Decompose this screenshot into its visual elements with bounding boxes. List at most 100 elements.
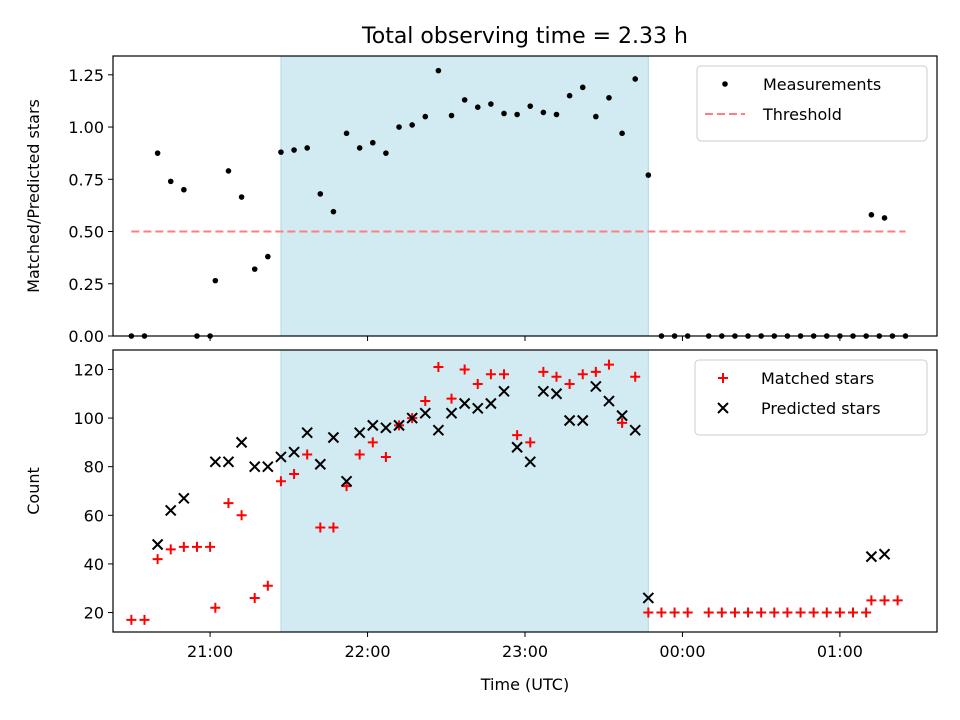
predicted-star-point — [288, 446, 300, 458]
predicted-star-point — [327, 431, 340, 444]
x-tick-label: 01:00 — [817, 642, 863, 661]
matched-star-point — [328, 522, 339, 533]
predicted-star-point — [865, 550, 878, 563]
measurement-point — [154, 150, 161, 156]
matched-star-point — [420, 396, 431, 407]
matched-star-point — [756, 607, 767, 618]
measurement-point — [225, 168, 232, 174]
measurement-point — [251, 266, 258, 272]
measurement-point — [501, 110, 507, 117]
measurement-point — [409, 122, 415, 128]
matched-star-point — [191, 541, 202, 552]
top-panel-measurements-ratio: 0.00 0.25 0.50 0.75 1.00 1.25 Matched/Predicte… — [24, 55, 938, 346]
matched-star-point — [821, 607, 832, 618]
matched-star-point — [795, 607, 806, 618]
matched-star-point — [341, 481, 352, 492]
matched-star-point — [769, 607, 780, 618]
matched-star-point — [354, 449, 365, 460]
matched-star-point — [525, 437, 536, 448]
predicted-star-point — [629, 424, 641, 436]
predicted-star-point — [537, 385, 550, 398]
matched-star-point — [165, 544, 176, 555]
series-predicted-stars — [151, 380, 891, 604]
matched-star-point — [472, 379, 483, 390]
predicted-star-point — [563, 414, 576, 427]
measurement-point — [343, 130, 350, 137]
legend-measurement-swatch — [722, 81, 728, 87]
y-tick-label: 1.00 — [68, 118, 104, 137]
measurement-point — [579, 84, 586, 91]
measurement-point — [474, 104, 481, 110]
measurement-point — [291, 147, 297, 153]
predicted-star-point — [209, 456, 222, 468]
y-axis-label: Matched/Predicted stars — [24, 99, 43, 293]
predicted-star-point — [642, 592, 655, 604]
matched-star-point — [289, 468, 300, 479]
measurement-point — [383, 150, 389, 156]
predicted-star-point — [498, 385, 510, 398]
predicted-star-point — [577, 414, 589, 427]
legend-label: Measurements — [763, 75, 881, 94]
measurement-point — [868, 212, 875, 218]
series-matched-stars — [126, 359, 903, 625]
matched-star-point — [834, 607, 845, 618]
matched-star-point — [538, 366, 549, 377]
predicted-star-point — [301, 426, 313, 439]
matched-star-point — [743, 607, 754, 618]
matched-star-point — [590, 366, 601, 377]
predicted-star-point — [353, 426, 366, 439]
legend-label: Predicted stars — [761, 399, 881, 418]
matched-star-point — [512, 430, 523, 441]
matched-star-point — [782, 607, 793, 618]
legend-predicted-swatch — [717, 402, 729, 414]
matched-star-point — [716, 607, 727, 618]
measurement-point — [278, 149, 284, 155]
predicted-star-point — [393, 419, 405, 432]
predicted-star-point — [314, 458, 327, 470]
measurement-point — [396, 124, 402, 130]
matched-star-point — [848, 607, 859, 618]
x-tick-label: 22:00 — [344, 642, 390, 661]
matched-star-point — [223, 498, 234, 509]
y-tick-label: 60 — [84, 506, 104, 525]
measurement-point — [514, 111, 520, 118]
measurement-point — [606, 94, 612, 101]
x-tick-label: 23:00 — [502, 642, 548, 661]
measurement-point — [488, 101, 494, 107]
predicted-star-point — [380, 422, 392, 434]
predicted-star-point — [524, 456, 536, 468]
measurement-point — [645, 172, 652, 178]
matched-star-point — [861, 607, 872, 618]
matched-star-point — [302, 449, 313, 460]
matched-star-point — [703, 607, 714, 618]
measurement-point — [317, 191, 324, 197]
y-tick-label: 0.25 — [68, 275, 104, 294]
matched-star-point — [315, 522, 326, 533]
matched-star-point — [682, 607, 693, 618]
legend-box — [694, 359, 928, 436]
matched-star-point — [617, 417, 628, 428]
matched-star-point — [210, 602, 221, 613]
predicted-star-point — [151, 538, 164, 551]
predicted-star-point — [550, 388, 563, 400]
predicted-star-point — [165, 504, 177, 517]
matched-star-point — [643, 607, 654, 618]
matched-star-point — [433, 362, 444, 373]
legend-matched-swatch — [718, 373, 728, 383]
matched-star-point — [577, 369, 588, 380]
predicted-star-point — [275, 451, 287, 463]
y-tick-label: 100 — [73, 409, 104, 428]
predicted-star-point — [178, 492, 190, 505]
predicted-star-point — [432, 424, 445, 436]
measurement-point — [265, 253, 271, 260]
matched-star-point — [485, 369, 496, 380]
predicted-star-point — [603, 395, 615, 407]
predicted-star-point — [590, 380, 602, 393]
predicted-star-point — [235, 436, 248, 449]
matched-star-point — [380, 451, 391, 462]
y-tick-label: 40 — [84, 555, 104, 574]
legend-label: Threshold — [762, 105, 842, 124]
bottom-panel-counts: 20 40 60 80 100 120 21:00 22:00 23:00 00:00 01:00 C… — [24, 349, 938, 694]
matched-star-point — [459, 364, 470, 375]
